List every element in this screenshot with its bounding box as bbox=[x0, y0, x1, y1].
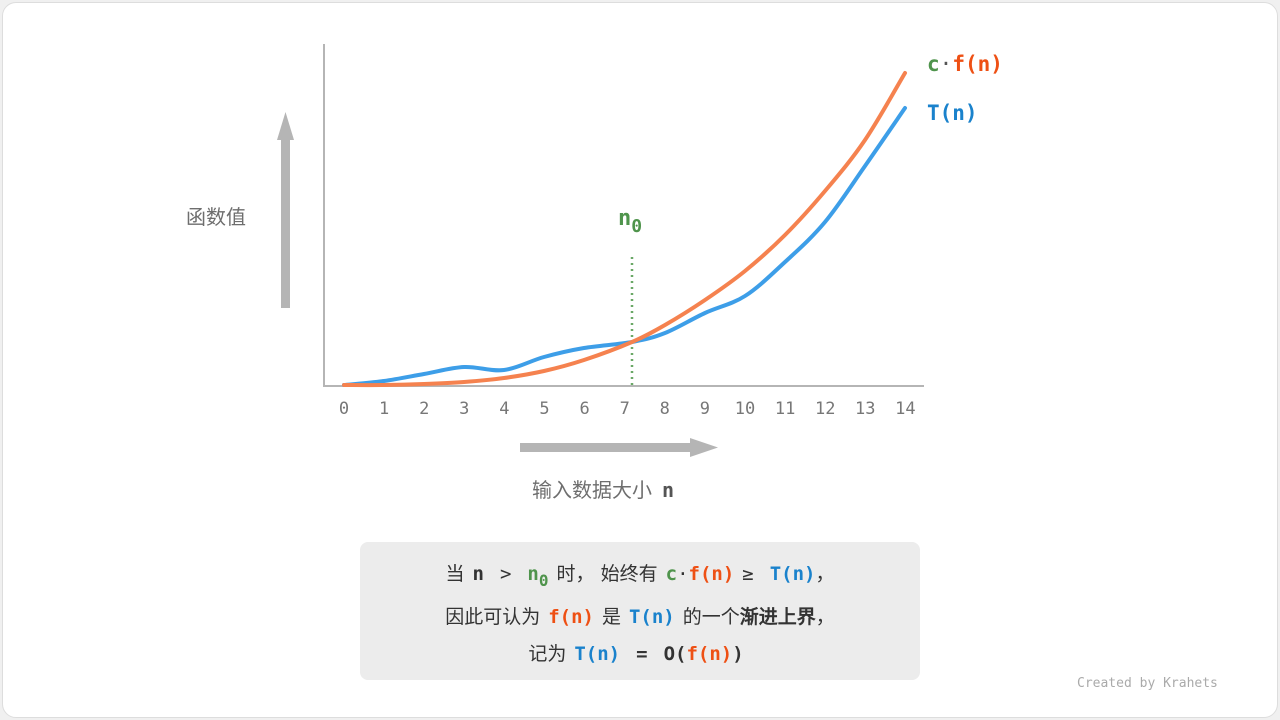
x-tick-label: 12 bbox=[815, 399, 835, 419]
y-axis-label: 函数值 bbox=[186, 205, 246, 229]
t: ， bbox=[815, 563, 835, 585]
x-axis-label-text: 输入数据大小 bbox=[532, 478, 652, 502]
legend-cf: c·f(n) bbox=[927, 52, 1003, 76]
caption-line-3: 记为 T(n) = O(f(n)) bbox=[360, 636, 920, 673]
t: 记为 bbox=[528, 643, 567, 665]
t: ) bbox=[732, 643, 744, 665]
t: T(n) bbox=[628, 606, 675, 628]
n0-label: n0 bbox=[618, 206, 642, 237]
t: T(n) bbox=[574, 643, 621, 665]
t: n bbox=[527, 563, 539, 585]
t: · bbox=[677, 563, 689, 585]
t: f(n) bbox=[548, 606, 594, 628]
x-tick-label: 13 bbox=[855, 399, 875, 419]
credit: Created by Krahets bbox=[1077, 676, 1218, 691]
x-tick-label: 8 bbox=[660, 399, 670, 419]
up-arrow-icon bbox=[277, 112, 294, 308]
legend-dot: · bbox=[939, 52, 953, 76]
t: ≥ bbox=[742, 563, 754, 585]
x-tick-label: 0 bbox=[339, 399, 349, 419]
x-tick-label: 14 bbox=[895, 399, 915, 419]
caption-box: 当 n > n0 时， 始终有 c·f(n) ≥ T(n)， 因此可认为 f(n) 是 T(n) 的… bbox=[360, 542, 920, 680]
caption-line-1: 当 n > n0 时， 始终有 c·f(n) ≥ T(n)， bbox=[360, 556, 920, 599]
t: 是 bbox=[601, 606, 621, 628]
t: 渐进上界 bbox=[739, 606, 816, 628]
n0-base: n bbox=[618, 206, 632, 231]
x-tick-label: 11 bbox=[775, 399, 795, 419]
t: > bbox=[499, 563, 512, 585]
x-tick-label: 10 bbox=[735, 399, 755, 419]
caption-line-2: 因此可认为 f(n) 是 T(n) 的一个渐进上界， bbox=[360, 599, 920, 636]
t: T(n) bbox=[769, 563, 816, 585]
x-axis-label: 输入数据大小 n bbox=[532, 474, 674, 503]
x-tick-label: 9 bbox=[700, 399, 710, 419]
n0-sub: 0 bbox=[631, 216, 643, 237]
legend-c: c bbox=[927, 52, 940, 76]
t: 0 bbox=[538, 571, 549, 590]
t: 始终有 bbox=[600, 563, 658, 585]
legend-f: f(n) bbox=[952, 52, 1003, 76]
t: n bbox=[472, 563, 484, 585]
cf-curve bbox=[342, 71, 907, 388]
x-tick-label: 2 bbox=[419, 399, 429, 419]
legend-T: T(n) bbox=[927, 101, 978, 125]
t: 因此可认为 bbox=[445, 606, 541, 628]
t: 时， bbox=[556, 563, 595, 585]
x-tick-label: 4 bbox=[499, 399, 509, 419]
t: f(n) bbox=[686, 643, 733, 665]
t: c bbox=[665, 563, 678, 585]
t: 的一个 bbox=[682, 606, 740, 628]
x-axis-var: n bbox=[662, 478, 675, 502]
t: = bbox=[636, 643, 648, 665]
t: ， bbox=[815, 606, 835, 628]
x-tick-label: 3 bbox=[459, 399, 469, 419]
t: 当 bbox=[445, 563, 465, 585]
t: O( bbox=[663, 643, 687, 665]
x-tick-label: 1 bbox=[379, 399, 389, 419]
x-tick-label: 7 bbox=[620, 399, 630, 419]
t: f(n) bbox=[688, 563, 735, 585]
x-tick-label: 6 bbox=[579, 399, 589, 419]
x-tick-label: 5 bbox=[539, 399, 549, 419]
right-arrow-icon bbox=[520, 438, 718, 457]
